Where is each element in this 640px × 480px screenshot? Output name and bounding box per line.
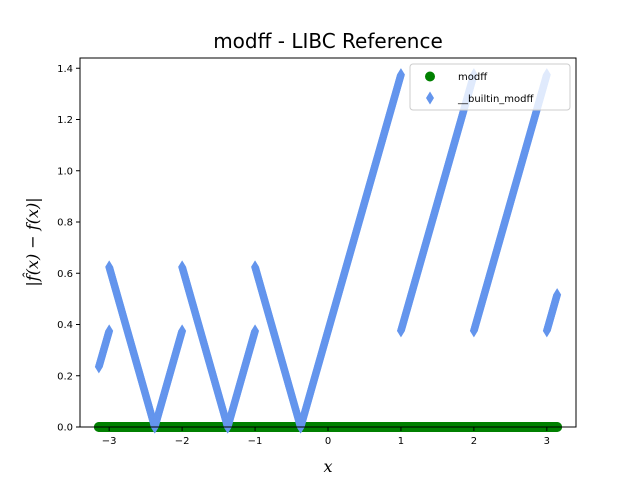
y-tick-label: 1.4 (57, 64, 73, 75)
y-axis: 0.0 0.2 0.4 0.6 0.8 1.0 1.2 1.4 (57, 64, 80, 434)
legend-label-modff: modff (458, 72, 488, 83)
y-tick-label: 0.6 (57, 269, 73, 280)
plot-background (80, 58, 576, 427)
builtin-modff-point (553, 288, 562, 302)
y-axis-label: |f̂(x) − f(x)| (23, 197, 42, 286)
legend-marker-builtin-modff (426, 91, 434, 105)
y-tick-label: 0.2 (57, 371, 73, 382)
y-tick-label: 1.0 (57, 166, 73, 177)
y-tick-label: 0.4 (57, 320, 73, 331)
legend-box (409, 63, 571, 111)
legend-marker-modff (425, 71, 435, 82)
x-tick-label: 1 (398, 436, 404, 447)
x-tick-label: −1 (248, 436, 263, 447)
x-axis-label: x (323, 457, 332, 476)
x-tick-label: 0 (325, 436, 331, 447)
x-tick-label: 2 (471, 436, 477, 447)
x-tick-label: 3 (544, 436, 550, 447)
y-tick-label: 0.8 (57, 218, 73, 229)
builtin-modff-point (396, 68, 405, 82)
builtin-modff-point (178, 324, 187, 338)
legend: modff __builtin_modff (409, 63, 571, 111)
x-tick-label: −3 (102, 436, 117, 447)
x-tick-label: −2 (175, 436, 190, 447)
y-tick-label: 0.0 (57, 423, 73, 434)
builtin-modff-point (251, 324, 260, 338)
builtin-modff-point (105, 324, 114, 338)
y-tick-label: 1.2 (57, 115, 73, 126)
x-axis: −3 −2 −1 0 1 2 3 (102, 427, 550, 447)
legend-label-builtin-modff: __builtin_modff (457, 94, 534, 105)
chart-title: modff - LIBC Reference (213, 29, 443, 53)
series-builtin-modff (94, 68, 562, 434)
plot-area (79, 57, 577, 434)
